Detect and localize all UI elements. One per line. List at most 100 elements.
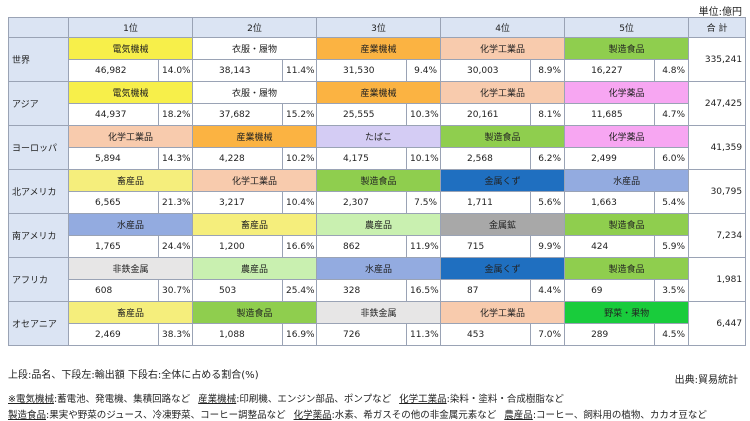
total-cell: 30,795 <box>688 169 747 214</box>
product-name: 製造食品 <box>564 37 690 60</box>
total-cell: 7,234 <box>688 213 747 258</box>
product-name: 農産品 <box>316 213 442 236</box>
export-table: 1位 2位 3位 4位 5位合 計世界 電気機械 衣服・履物 産業機械 化学工業品 製造食品 335… <box>8 17 747 346</box>
export-value: 25,555 <box>316 103 407 126</box>
export-value: 30,003 <box>440 59 531 82</box>
export-value: 46,982 <box>68 59 159 82</box>
note-term: 産業機械 <box>198 394 237 405</box>
product-name: 産業機械 <box>192 125 318 148</box>
export-share: 18.2% <box>157 103 194 126</box>
export-value: 289 <box>564 323 655 346</box>
export-share: 4.4% <box>530 279 566 302</box>
product-name: 水産品 <box>67 213 194 236</box>
total-cell: 247,425 <box>688 81 747 126</box>
export-share: 14.3% <box>157 147 194 170</box>
column-header: 3位 <box>316 17 442 38</box>
export-share: 38.3% <box>157 323 194 346</box>
export-value: 2,499 <box>564 147 655 170</box>
export-share: 24.4% <box>157 235 194 258</box>
export-share: 21.3% <box>157 191 194 214</box>
export-share: 11.3% <box>406 323 442 346</box>
export-value: 1,663 <box>564 191 655 214</box>
column-header: 5位 <box>564 17 690 38</box>
export-share: 30.7% <box>157 279 194 302</box>
column-header: 1位 <box>67 17 194 38</box>
legend-text: 上段:品名、下段左:輸出額 下段右:全体に占める割合(%) <box>8 370 259 381</box>
product-name: 化学薬品 <box>564 125 690 148</box>
export-share: 25.4% <box>282 279 318 302</box>
export-share: 16.9% <box>282 323 318 346</box>
export-value: 328 <box>316 279 407 302</box>
export-value: 1,200 <box>192 235 283 258</box>
export-value: 2,568 <box>440 147 531 170</box>
region-cell: 北アメリカ <box>8 169 69 214</box>
export-value: 715 <box>440 235 531 258</box>
unit-label: 単位:億円 <box>698 7 742 18</box>
export-value: 453 <box>440 323 531 346</box>
product-name: 金属くず <box>440 257 566 280</box>
column-header: 4位 <box>440 17 566 38</box>
region-cell: アジア <box>8 81 69 126</box>
export-value: 2,469 <box>68 323 159 346</box>
export-share: 16.6% <box>282 235 318 258</box>
note-desc: :コーヒー、飼料用の植物、カカオ豆など <box>532 410 707 421</box>
note-desc: :蓄電池、発電機、集積回路など <box>53 394 191 405</box>
row-bottom: 1,765 24.4% 1,200 16.6% 862 11.9% 715 9.9% 424 5.… <box>9 235 746 258</box>
row-bottom: 46,982 14.0% 38,143 11.4% 31,530 9.4% 30,003 8.… <box>9 59 746 82</box>
total-cell: 1,981 <box>688 257 747 302</box>
product-name: 水産品 <box>316 257 442 280</box>
product-name: 化学工業品 <box>440 301 566 324</box>
product-name: 化学工業品 <box>192 169 318 192</box>
product-name: 畜産品 <box>192 213 318 236</box>
note-term: 化学工業品 <box>399 394 447 405</box>
product-name: 化学工業品 <box>67 125 194 148</box>
row-top: オセアニア 畜産品 製造食品 非鉄金属 化学工業品 野菜・果物 6,447 <box>8 301 747 346</box>
source-text: 出典:貿易統計 <box>674 375 738 386</box>
export-value: 2,307 <box>316 191 407 214</box>
region-cell: 南アメリカ <box>8 213 69 258</box>
export-value: 3,217 <box>192 191 283 214</box>
export-value: 87 <box>440 279 531 302</box>
product-name: 衣服・履物 <box>192 37 318 60</box>
export-share: 11.9% <box>406 235 442 258</box>
product-name: 製造食品 <box>192 301 318 324</box>
product-name: 産業機械 <box>316 37 442 60</box>
export-share: 14.0% <box>157 59 194 82</box>
product-name: たばこ <box>316 125 442 148</box>
export-value: 20,161 <box>440 103 531 126</box>
export-value: 1,088 <box>192 323 283 346</box>
row-bottom: 2,469 38.3% 1,088 16.9% 726 11.3% 453 7.0% 289 4.… <box>9 323 746 346</box>
product-name: 水産品 <box>564 169 690 192</box>
row-top: 北アメリカ 畜産品 化学工業品 製造食品 金属くず 水産品 30,795 <box>8 169 747 214</box>
note-term: 化学薬品 <box>293 410 332 421</box>
export-value: 11,685 <box>564 103 655 126</box>
product-name: 衣服・履物 <box>192 81 318 104</box>
product-name: 野菜・果物 <box>564 301 690 324</box>
export-share: 4.5% <box>654 323 690 346</box>
export-value: 503 <box>192 279 283 302</box>
note-term: 農産品 <box>504 410 533 421</box>
export-value: 16,227 <box>564 59 655 82</box>
row-top: アフリカ 非鉄金属 農産品 水産品 金属くず 製造食品 1,981 <box>8 257 747 302</box>
export-share: 7.0% <box>530 323 566 346</box>
export-value: 726 <box>316 323 407 346</box>
row-top: 南アメリカ 水産品 畜産品 農産品 金属鉱 製造食品 7,234 <box>8 213 747 258</box>
product-name: 化学薬品 <box>564 81 690 104</box>
export-share: 6.0% <box>654 147 690 170</box>
export-value: 4,228 <box>192 147 283 170</box>
export-value: 69 <box>564 279 655 302</box>
product-name: 農産品 <box>192 257 318 280</box>
export-share: 15.2% <box>282 103 318 126</box>
export-value: 44,937 <box>68 103 159 126</box>
product-name: 製造食品 <box>440 125 566 148</box>
export-share: 10.1% <box>406 147 442 170</box>
row-top: アジア 電気機械 衣服・履物 産業機械 化学工業品 化学薬品 247,425 <box>8 81 747 126</box>
note-desc: :果実や野菜のジュース、冷凍野菜、コーヒー調整品など <box>46 410 286 421</box>
export-share: 4.8% <box>654 59 690 82</box>
export-share: 3.5% <box>654 279 690 302</box>
region-cell: オセアニア <box>8 301 69 346</box>
total-cell: 6,447 <box>688 301 747 346</box>
export-value: 424 <box>564 235 655 258</box>
note-term: 製造食品 <box>8 410 47 421</box>
product-name: 畜産品 <box>67 169 194 192</box>
